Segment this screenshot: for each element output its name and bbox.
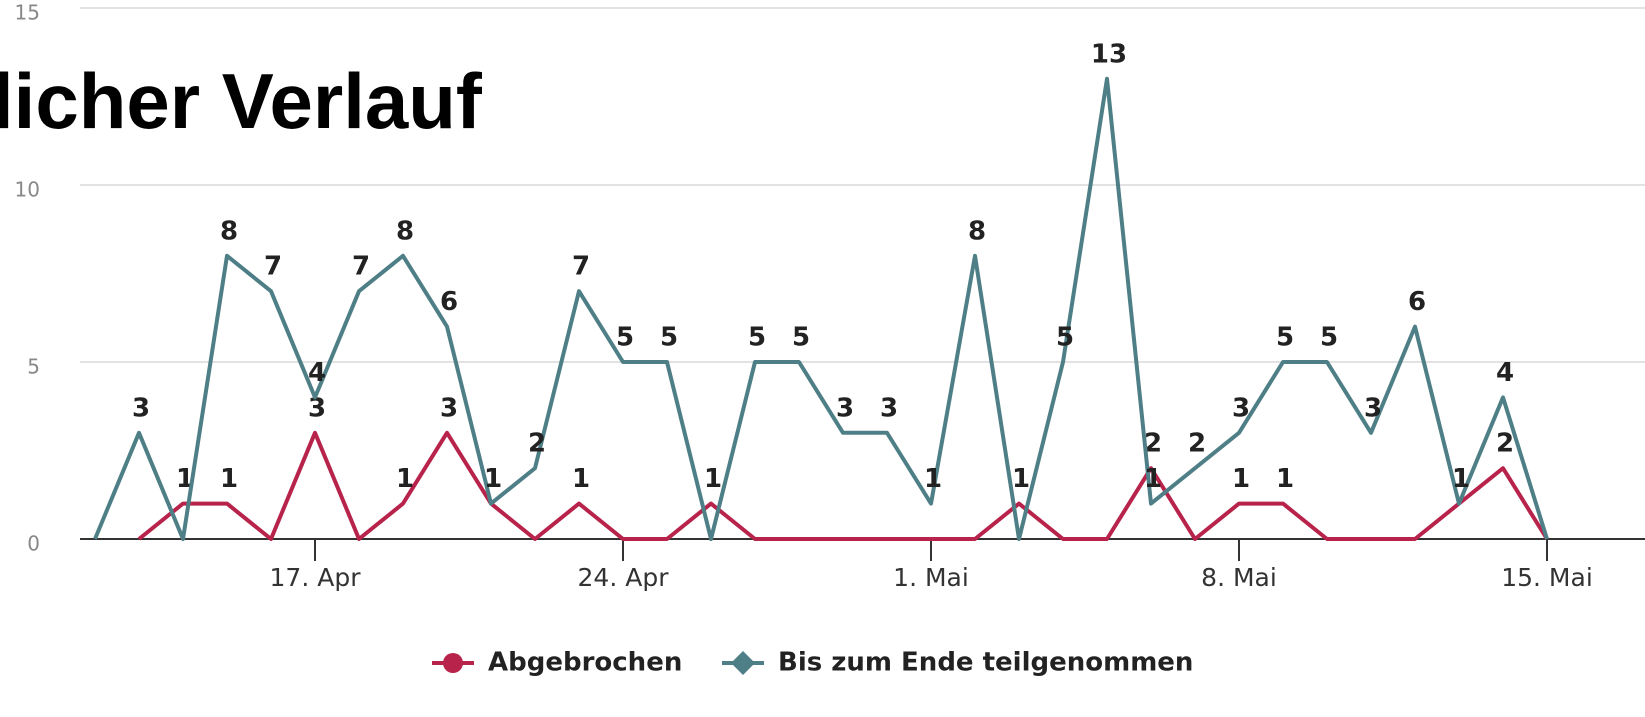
legend-marker — [443, 653, 463, 673]
data-label: 1 — [704, 464, 722, 494]
data-label: 4 — [1496, 358, 1514, 388]
data-label: 1 — [484, 464, 502, 494]
data-label: 3 — [440, 393, 458, 423]
data-label: 6 — [440, 287, 458, 317]
y-tick-label: 5 — [27, 355, 40, 379]
series-line — [137, 430, 1549, 541]
data-label: 1 — [220, 464, 238, 494]
x-tick-label: 24. Apr — [578, 563, 670, 592]
data-label: 1 — [1012, 464, 1030, 494]
data-label: 7 — [264, 252, 282, 282]
data-label: 1 — [1144, 464, 1162, 494]
y-tick-label: 15 — [15, 1, 40, 25]
data-label: 5 — [616, 323, 634, 353]
data-label: 1 — [572, 464, 590, 494]
data-label: 2 — [1496, 429, 1514, 459]
data-label: 3 — [880, 393, 898, 423]
legend-label: Abgebrochen — [488, 648, 682, 678]
data-label: 8 — [968, 216, 986, 246]
data-label: 2 — [1144, 429, 1162, 459]
data-label: 5 — [792, 323, 810, 353]
data-label: 1 — [1452, 464, 1470, 494]
data-label: 8 — [396, 216, 414, 246]
data-label: 3 — [836, 393, 854, 423]
x-tick-label: 15. Mai — [1501, 563, 1593, 592]
data-label: 1 — [396, 464, 414, 494]
data-label: 5 — [748, 323, 766, 353]
data-label: 6 — [1408, 287, 1426, 317]
data-label: 3 — [1364, 393, 1382, 423]
data-label: 5 — [1320, 323, 1338, 353]
x-tick-label: 1. Mai — [893, 563, 969, 592]
legend-label: Bis zum Ende teilgenommen — [778, 648, 1193, 678]
data-label: 7 — [352, 252, 370, 282]
data-label: 1 — [1276, 464, 1294, 494]
data-label: 1 — [924, 464, 942, 494]
x-tick-label: 17. Apr — [270, 563, 362, 592]
data-label: 8 — [220, 216, 238, 246]
data-label: 7 — [572, 252, 590, 282]
data-label: 2 — [1188, 429, 1206, 459]
data-label: 5 — [1276, 323, 1294, 353]
data-label: 3 — [1232, 393, 1250, 423]
y-tick-label: 0 — [27, 532, 40, 556]
data-label: 1 — [1232, 464, 1250, 494]
y-tick-label: 10 — [15, 178, 40, 202]
chart-title: licher Verlauf — [0, 57, 483, 145]
legend-marker — [731, 651, 755, 675]
data-label: 5 — [660, 323, 678, 353]
data-label: 3 — [308, 393, 326, 423]
x-tick-label: 8. Mai — [1201, 563, 1277, 592]
data-label: 5 — [1056, 323, 1074, 353]
series-line — [93, 76, 1549, 541]
data-label: 2 — [528, 429, 546, 459]
data-label: 3 — [132, 393, 150, 423]
data-label: 13 — [1091, 39, 1127, 69]
data-label: 4 — [308, 358, 326, 388]
